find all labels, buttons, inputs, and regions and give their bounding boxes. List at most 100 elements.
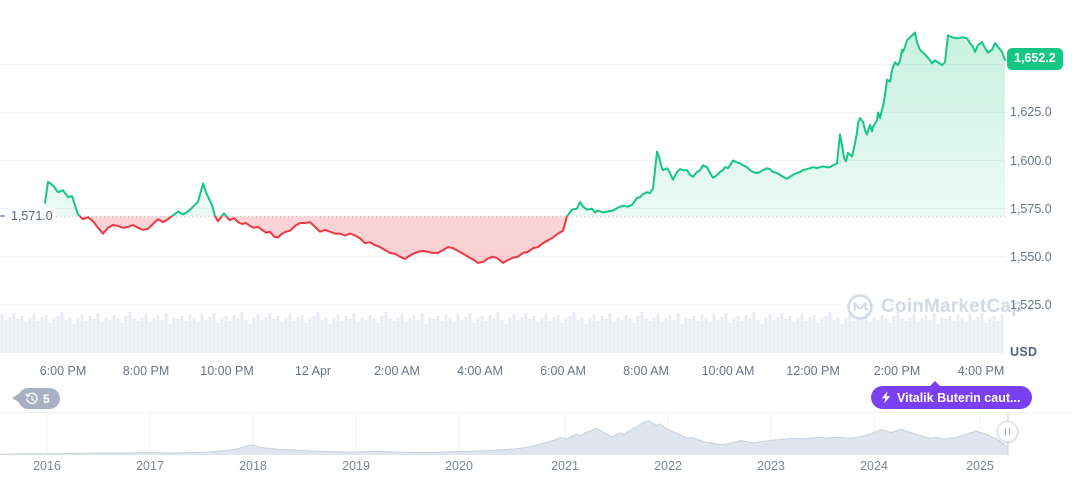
volume-bar bbox=[56, 316, 60, 353]
volume-bar bbox=[908, 317, 912, 353]
volume-bar bbox=[444, 315, 448, 353]
history-clock-icon bbox=[25, 392, 38, 404]
volume-bar bbox=[816, 323, 820, 353]
timeline-navigator-svg[interactable] bbox=[0, 413, 1012, 457]
volume-bar bbox=[548, 321, 552, 353]
volume-bar bbox=[648, 321, 652, 353]
volume-bar bbox=[404, 322, 408, 353]
volume-bar bbox=[120, 323, 124, 353]
volume-bar bbox=[936, 324, 940, 353]
current-price-badge: 1,652.2 bbox=[1007, 48, 1063, 70]
volume-bar bbox=[992, 316, 996, 353]
volume-bar bbox=[652, 317, 656, 353]
volume-bar bbox=[784, 319, 788, 353]
volume-bar bbox=[776, 317, 780, 353]
volume-bar bbox=[348, 319, 352, 353]
coinmarketcap-logo-icon bbox=[847, 294, 873, 320]
volume-bar bbox=[448, 318, 452, 353]
volume-bar bbox=[624, 315, 628, 353]
volume-bar bbox=[632, 323, 636, 353]
y-tick-label: 1,575.0 bbox=[1010, 201, 1052, 216]
volume-bar bbox=[568, 316, 572, 353]
volume-bar bbox=[820, 319, 824, 353]
handle-bar-icon bbox=[1004, 428, 1007, 435]
volume-bar bbox=[728, 323, 732, 353]
volume-bar bbox=[792, 322, 796, 353]
price-lines bbox=[44, 31, 1006, 264]
volume-bar bbox=[976, 317, 980, 353]
volume-bar bbox=[564, 319, 568, 353]
volume-bars bbox=[0, 312, 1004, 353]
x-tick-label: 10:00 PM bbox=[200, 364, 254, 378]
volume-bar bbox=[676, 313, 680, 353]
volume-bar bbox=[512, 315, 516, 353]
volume-bar bbox=[948, 316, 952, 353]
x-tick-label: 10:00 AM bbox=[701, 364, 755, 378]
news-flash-badge[interactable]: Vitalik Buterin caut... bbox=[871, 381, 1033, 409]
volume-bar bbox=[616, 317, 620, 353]
volume-bar bbox=[756, 320, 760, 353]
volume-bar bbox=[800, 314, 804, 353]
volume-bar bbox=[628, 318, 632, 353]
year-label: 2020 bbox=[445, 459, 473, 473]
volume-bar bbox=[892, 316, 896, 353]
volume-bar bbox=[8, 317, 12, 353]
volume-bar bbox=[36, 321, 40, 353]
volume-bar bbox=[416, 320, 420, 353]
volume-bar bbox=[604, 319, 608, 353]
volume-bar bbox=[340, 321, 344, 353]
volume-bar bbox=[172, 317, 176, 353]
volume-bar bbox=[100, 322, 104, 353]
volume-bar bbox=[460, 320, 464, 353]
y-tick-label: 1,550.0 bbox=[1010, 249, 1052, 264]
volume-bar bbox=[392, 321, 396, 353]
volume-bar bbox=[236, 318, 240, 353]
volume-bar bbox=[176, 319, 180, 353]
volume-bar bbox=[364, 320, 368, 353]
volume-bar bbox=[580, 317, 584, 353]
volume-bar bbox=[536, 322, 540, 353]
volume-bar bbox=[972, 320, 976, 353]
volume-bar bbox=[732, 319, 736, 353]
volume-bar bbox=[984, 323, 988, 353]
volume-bar bbox=[4, 320, 8, 353]
volume-bar bbox=[960, 318, 964, 353]
x-tick-label: 2:00 AM bbox=[374, 364, 420, 378]
volume-bar bbox=[88, 316, 92, 353]
navigator-drag-handle[interactable] bbox=[997, 421, 1018, 442]
history-events-badge[interactable]: 5 bbox=[12, 388, 60, 409]
volume-bar bbox=[832, 320, 836, 353]
volume-bar bbox=[304, 323, 308, 353]
volume-bar bbox=[608, 313, 612, 353]
navigator-area bbox=[0, 413, 1009, 455]
volume-bar bbox=[108, 320, 112, 353]
volume-bar bbox=[696, 321, 700, 353]
volume-bar bbox=[868, 322, 872, 353]
volume-bar bbox=[836, 317, 840, 353]
year-label: 2018 bbox=[239, 459, 267, 473]
volume-bar bbox=[208, 317, 212, 353]
volume-bar bbox=[716, 320, 720, 353]
volume-bar bbox=[200, 314, 204, 353]
year-label: 2021 bbox=[551, 459, 579, 473]
volume-bar bbox=[80, 315, 84, 353]
volume-bar bbox=[168, 324, 172, 353]
price-chart-svg[interactable] bbox=[0, 0, 1006, 360]
volume-bar bbox=[844, 318, 848, 353]
volume-bar bbox=[32, 314, 36, 353]
volume-bar bbox=[456, 314, 460, 353]
volume-bar bbox=[944, 319, 948, 353]
volume-bar bbox=[436, 316, 440, 353]
volume-bar bbox=[664, 318, 668, 353]
volume-bar bbox=[400, 314, 404, 353]
volume-bar bbox=[76, 318, 80, 353]
volume-bar bbox=[424, 324, 428, 353]
volume-bar bbox=[528, 319, 532, 353]
volume-bar bbox=[900, 319, 904, 353]
volume-bar bbox=[64, 320, 68, 353]
volume-bar bbox=[52, 319, 56, 353]
volume-bar bbox=[248, 324, 252, 353]
volume-bar bbox=[504, 324, 508, 353]
volume-bar bbox=[576, 320, 580, 353]
